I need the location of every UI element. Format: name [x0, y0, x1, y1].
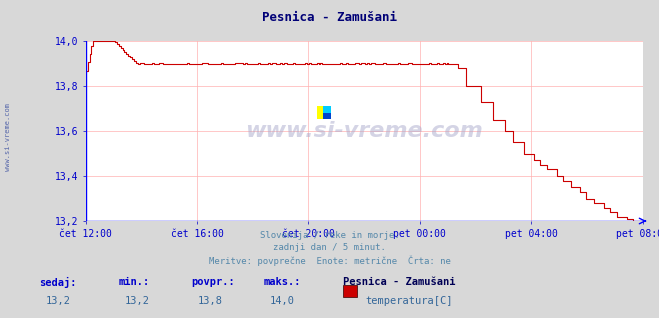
Text: 13,8: 13,8	[198, 296, 223, 306]
Text: zadnji dan / 5 minut.: zadnji dan / 5 minut.	[273, 243, 386, 252]
Text: www.si-vreme.com: www.si-vreme.com	[5, 103, 11, 171]
Text: 13,2: 13,2	[125, 296, 150, 306]
Text: temperatura[C]: temperatura[C]	[366, 296, 453, 306]
Bar	[324, 113, 331, 119]
Text: Pesnica - Zamušani: Pesnica - Zamušani	[343, 277, 455, 287]
Bar	[324, 106, 331, 113]
Text: Slovenija / reke in morje.: Slovenija / reke in morje.	[260, 231, 399, 239]
Text: www.si-vreme.com: www.si-vreme.com	[245, 121, 483, 141]
Bar	[317, 106, 331, 119]
Text: min.:: min.:	[119, 277, 150, 287]
Text: 13,2: 13,2	[46, 296, 71, 306]
Text: povpr.:: povpr.:	[191, 277, 235, 287]
Text: sedaj:: sedaj:	[40, 277, 77, 288]
Text: maks.:: maks.:	[264, 277, 301, 287]
Text: Pesnica - Zamušani: Pesnica - Zamušani	[262, 11, 397, 24]
Text: Meritve: povprečne  Enote: metrične  Črta: ne: Meritve: povprečne Enote: metrične Črta:…	[208, 256, 451, 266]
Text: 14,0: 14,0	[270, 296, 295, 306]
